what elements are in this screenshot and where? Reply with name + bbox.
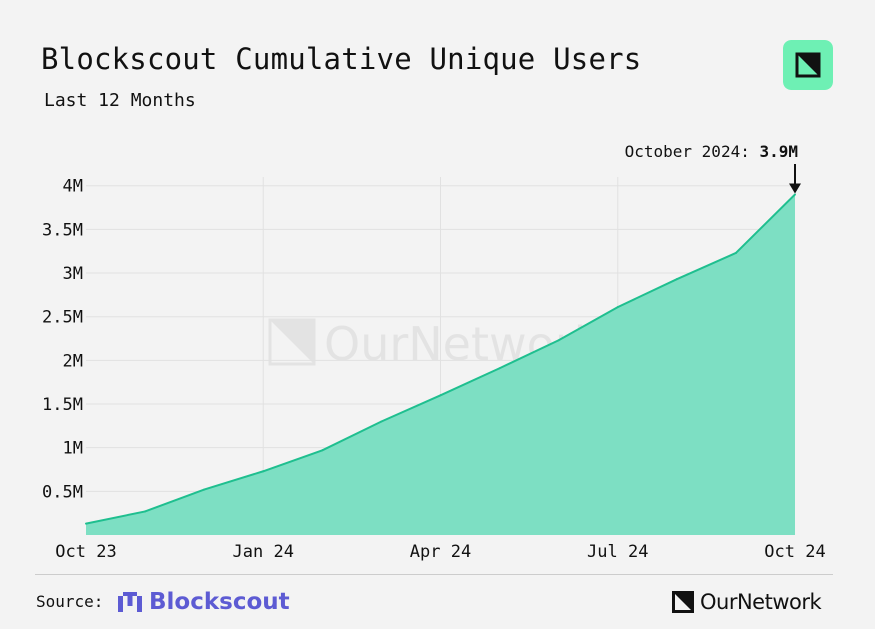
area-fill bbox=[86, 194, 795, 535]
y-tick-label: 0.5M bbox=[42, 482, 83, 502]
ournetwork-mark-icon bbox=[672, 591, 694, 613]
data-point bbox=[734, 251, 737, 254]
annotation-arrow-head-icon bbox=[789, 183, 801, 194]
data-point bbox=[144, 510, 147, 513]
y-tick-label: 2M bbox=[63, 351, 83, 371]
data-point bbox=[380, 420, 383, 423]
data-point bbox=[262, 470, 265, 473]
data-point bbox=[321, 449, 324, 452]
ournetwork-logo-icon bbox=[783, 40, 833, 90]
blockscout-logo-icon bbox=[118, 592, 142, 612]
chart-title: Blockscout Cumulative Unique Users bbox=[41, 42, 642, 76]
data-point bbox=[203, 488, 206, 491]
y-tick-label: 3M bbox=[63, 264, 83, 284]
x-tick-label: Jul 24 bbox=[587, 542, 648, 562]
footer-divider bbox=[35, 574, 833, 575]
x-tick-label: Apr 24 bbox=[410, 542, 471, 562]
publisher-name: OurNetwork bbox=[700, 590, 822, 614]
y-tick-label: 4M bbox=[63, 177, 83, 197]
data-point bbox=[794, 193, 796, 196]
annotation-label: October 2024: 3.9M bbox=[625, 142, 798, 161]
data-point bbox=[85, 522, 87, 525]
x-tick-label: Oct 24 bbox=[764, 542, 825, 562]
x-tick-label: Oct 23 bbox=[55, 542, 116, 562]
x-tick-label: Jan 24 bbox=[233, 542, 294, 562]
annotation-prefix: October 2024: bbox=[625, 142, 760, 161]
y-tick-label: 1.5M bbox=[42, 395, 83, 415]
source-name: Blockscout bbox=[149, 589, 290, 615]
data-point bbox=[557, 339, 560, 342]
y-tick-label: 2.5M bbox=[42, 308, 83, 328]
source-logo: Blockscout bbox=[117, 588, 290, 616]
publisher-logo: OurNetwork bbox=[672, 590, 822, 614]
data-point bbox=[675, 278, 678, 281]
data-point bbox=[498, 367, 501, 370]
y-tick-label: 3.5M bbox=[42, 220, 83, 240]
data-point bbox=[616, 306, 619, 309]
annotation-value: 3.9M bbox=[759, 142, 798, 161]
chart-subtitle: Last 12 Months bbox=[44, 90, 196, 111]
source-label: Source: bbox=[36, 592, 104, 611]
data-point bbox=[439, 394, 442, 397]
y-tick-label: 1M bbox=[63, 439, 83, 459]
